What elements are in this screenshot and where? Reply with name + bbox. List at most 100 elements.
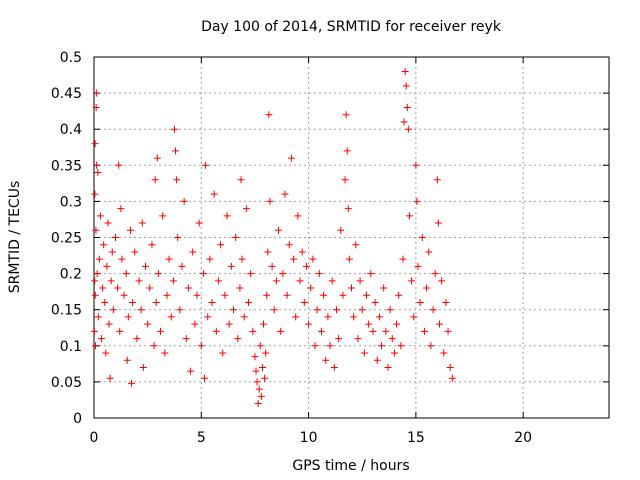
data-point	[238, 255, 246, 263]
y-tick-label: 0.3	[60, 194, 82, 210]
data-point	[91, 190, 99, 198]
data-point	[99, 284, 107, 292]
data-point	[154, 270, 162, 278]
data-point	[91, 277, 99, 285]
data-point	[395, 291, 403, 299]
data-point	[427, 342, 435, 350]
data-point	[195, 219, 203, 227]
y-tick-label: 0.15	[51, 303, 82, 319]
data-point	[90, 327, 98, 335]
data-point	[91, 140, 99, 148]
data-point	[234, 335, 242, 343]
data-point	[344, 205, 352, 213]
data-point	[332, 306, 340, 314]
data-point	[410, 313, 418, 321]
data-point	[307, 284, 315, 292]
data-point	[142, 262, 149, 270]
data-point	[197, 342, 205, 350]
data-point	[298, 248, 306, 256]
data-point	[95, 255, 103, 263]
data-point	[352, 241, 360, 249]
data-point	[431, 270, 439, 278]
y-tick-label: 0	[73, 411, 82, 427]
data-point	[161, 349, 169, 357]
data-point	[176, 306, 184, 314]
data-point	[93, 161, 101, 169]
data-point	[202, 161, 210, 169]
data-point	[397, 342, 405, 350]
data-point	[210, 190, 218, 198]
data-point	[114, 284, 122, 292]
data-point	[191, 320, 199, 328]
data-point	[107, 277, 115, 285]
data-point	[341, 176, 349, 184]
data-point	[151, 176, 159, 184]
data-point	[400, 118, 408, 126]
data-point	[335, 335, 343, 343]
data-point	[320, 291, 328, 299]
data-point	[348, 284, 355, 292]
data-point	[268, 262, 276, 270]
data-point	[313, 306, 321, 314]
data-point	[253, 378, 261, 386]
data-point	[258, 363, 266, 371]
x-tick-label: 15	[407, 430, 425, 446]
data-point	[446, 363, 454, 371]
data-point	[290, 255, 298, 263]
data-point	[189, 248, 197, 256]
data-point	[263, 291, 271, 299]
data-point	[330, 363, 338, 371]
data-point	[423, 284, 431, 292]
data-point	[167, 313, 175, 321]
data-point	[92, 104, 100, 112]
data-point	[275, 226, 283, 234]
y-tick-label: 0.1	[60, 339, 82, 355]
data-point	[402, 82, 410, 90]
data-point	[356, 277, 364, 285]
data-point	[294, 212, 302, 220]
data-point	[242, 205, 250, 213]
y-tick-label: 0.45	[51, 86, 82, 102]
data-point	[144, 320, 152, 328]
data-point	[172, 147, 180, 155]
data-point	[435, 320, 443, 328]
data-point	[416, 298, 424, 306]
data-point	[283, 291, 291, 299]
x-tick-label: 0	[90, 430, 99, 446]
data-point	[153, 154, 161, 162]
data-point	[260, 320, 268, 328]
data-point	[104, 219, 112, 227]
data-point	[94, 169, 102, 177]
data-point	[150, 342, 158, 350]
y-tick-label: 0.4	[60, 122, 82, 138]
data-point	[261, 374, 269, 382]
data-point	[206, 255, 214, 263]
data-point	[350, 313, 358, 321]
data-point	[115, 161, 123, 169]
data-point	[442, 298, 450, 306]
data-point	[236, 284, 244, 292]
data-point	[100, 241, 108, 249]
data-point	[309, 255, 317, 263]
data-point	[91, 291, 99, 299]
data-point	[182, 335, 190, 343]
data-point	[434, 219, 442, 227]
data-point	[193, 291, 201, 299]
data-point	[92, 342, 100, 350]
data-point	[296, 277, 304, 285]
data-point	[178, 262, 186, 270]
data-point	[146, 284, 154, 292]
data-point	[375, 313, 383, 321]
data-point	[414, 262, 422, 270]
data-point	[433, 176, 441, 184]
data-point	[380, 284, 388, 292]
data-point	[255, 385, 263, 393]
data-point	[257, 392, 265, 400]
data-point	[101, 298, 109, 306]
data-point	[363, 291, 371, 299]
data-point	[302, 262, 310, 270]
data-point	[367, 270, 375, 278]
data-point	[328, 277, 336, 285]
data-point	[212, 327, 220, 335]
data-point	[126, 226, 134, 234]
